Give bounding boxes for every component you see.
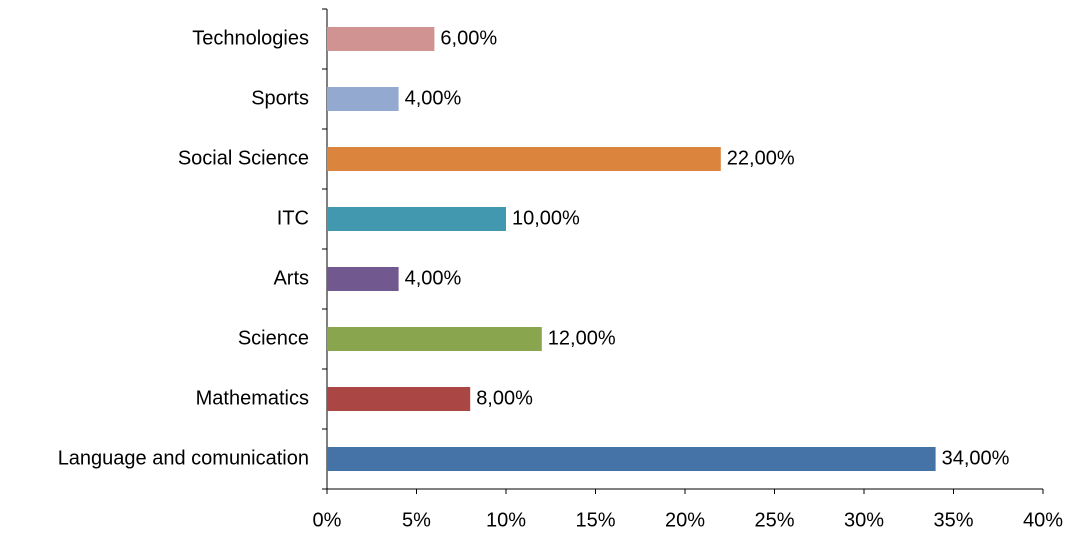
value-label: 8,00% <box>476 387 533 409</box>
value-label: 12,00% <box>548 327 616 349</box>
x-tick-label: 40% <box>1023 509 1063 531</box>
bar <box>327 87 399 111</box>
x-tick-label: 20% <box>665 509 705 531</box>
bar <box>327 327 542 351</box>
value-label: 4,00% <box>405 267 462 289</box>
value-label: 4,00% <box>405 87 462 109</box>
bar <box>327 207 506 231</box>
bar <box>327 267 399 291</box>
value-label: 10,00% <box>512 207 580 229</box>
x-tick-label: 15% <box>575 509 615 531</box>
x-tick-label: 0% <box>313 509 342 531</box>
y-tick-label: ITC <box>277 207 309 229</box>
x-tick-label: 35% <box>933 509 973 531</box>
bar <box>327 447 936 471</box>
value-label: 22,00% <box>727 147 795 169</box>
y-tick-label: Technologies <box>192 27 309 49</box>
y-tick-label: Social Science <box>178 147 309 169</box>
x-tick-label: 30% <box>844 509 884 531</box>
y-tick-label: Sports <box>251 87 309 109</box>
y-tick-label: Arts <box>273 267 309 289</box>
y-tick-label: Language and comunication <box>58 447 309 469</box>
x-tick-label: 10% <box>486 509 526 531</box>
y-tick-label: Mathematics <box>196 387 309 409</box>
value-label: 6,00% <box>440 27 497 49</box>
value-label: 34,00% <box>942 447 1010 469</box>
y-tick-label: Science <box>238 327 309 349</box>
x-tick-label: 25% <box>754 509 794 531</box>
bar <box>327 147 721 171</box>
bar <box>327 27 435 51</box>
x-tick-label: 5% <box>402 509 431 531</box>
bar <box>327 387 471 411</box>
